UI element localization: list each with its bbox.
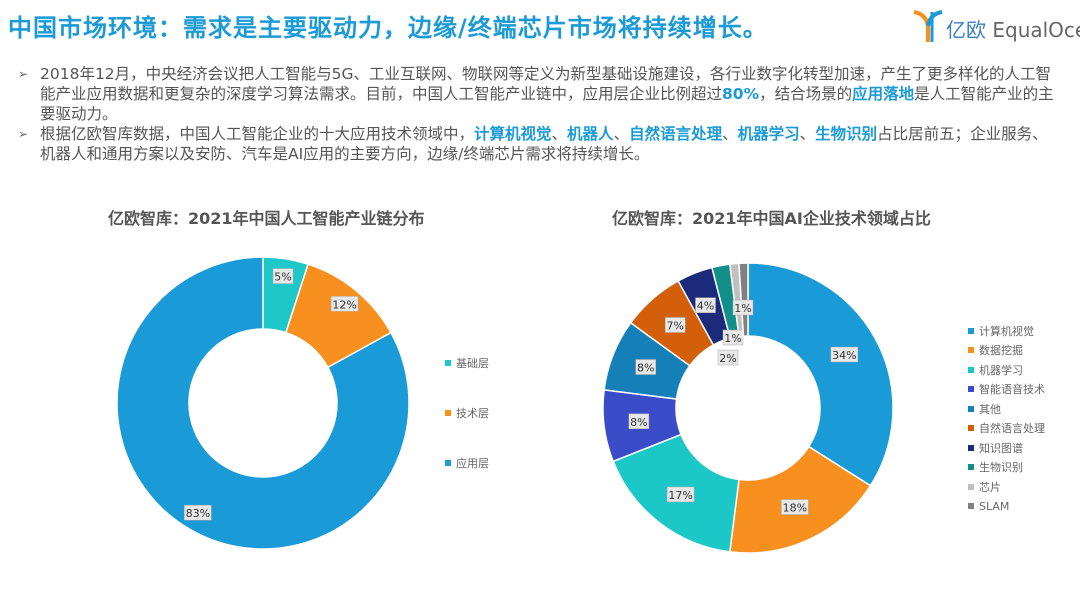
- data-label: 18%: [783, 502, 807, 515]
- bullet-text: 是人工智能产业的主要驱动力。: [40, 85, 1054, 123]
- donut-slice: [747, 262, 894, 487]
- data-label: 83%: [186, 507, 210, 520]
- legend-item: 智能语音技术: [968, 380, 1045, 400]
- data-label: 17%: [668, 489, 692, 502]
- legend-left: 基础层 技术层 应用层: [445, 338, 489, 488]
- equalocean-logo: 亿欧 EqualOcean: [912, 8, 1080, 44]
- legend-swatch: [445, 460, 451, 466]
- legend-swatch: [445, 360, 451, 366]
- legend-label: 数据挖掘: [979, 344, 1023, 358]
- legend-item: 芯片: [968, 477, 1045, 497]
- legend-item: 基础层: [445, 338, 489, 388]
- legend-swatch: [968, 405, 974, 412]
- data-label-box: [628, 413, 650, 430]
- highlight-text: 计算机视觉: [474, 125, 552, 143]
- data-label: 7%: [667, 319, 684, 332]
- legend-label: 知识图谱: [979, 441, 1023, 455]
- data-label-box: [272, 268, 294, 284]
- bullet-text: 2018年12月，中央经济会议把人工智能与5G、工业互联网、物联网等定义为新型基…: [40, 65, 1052, 103]
- legend-swatch: [968, 386, 974, 393]
- logo-mark-icon: [913, 10, 943, 42]
- chart-title-right: 亿欧智库：2021年中国AI企业技术领域占比: [612, 209, 931, 228]
- legend-label: 生物识别: [979, 461, 1023, 475]
- legend-swatch: [968, 444, 974, 451]
- data-label: 34%: [832, 349, 856, 362]
- donut-slice: [116, 256, 410, 550]
- legend-item: 应用层: [445, 438, 489, 488]
- legend-swatch: [968, 503, 974, 510]
- bullet-text: 根据亿欧智库数据，中国人工智能企业的十大应用技术领域中，: [40, 125, 475, 143]
- legend-item: 其他: [968, 399, 1045, 419]
- legend-item: 知识图谱: [968, 438, 1045, 458]
- logo-text: 亿欧 EqualOcean: [946, 18, 1080, 42]
- page-title: 中国市场环境：需求是主要驱动力，边缘/终端芯片市场将持续增长。: [8, 14, 768, 42]
- legend-swatch: [968, 366, 974, 373]
- data-label: 8%: [630, 416, 647, 429]
- data-label: 1%: [724, 332, 741, 345]
- bullet-text: ，结合场景的: [759, 85, 853, 103]
- data-label-box: [666, 486, 695, 503]
- legend-label: 基础层: [456, 357, 489, 370]
- bullet-text: 、: [799, 125, 816, 143]
- legend-label: 应用层: [456, 457, 489, 470]
- legend-label: 计算机视觉: [979, 324, 1034, 338]
- legend-swatch: [968, 327, 974, 334]
- arrow-bullet-icon: ➢: [18, 67, 29, 81]
- chart-title-left: 亿欧智库：2021年中国人工智能产业链分布: [108, 209, 425, 228]
- data-label-box: [635, 359, 656, 375]
- legend-item: SLAM: [968, 497, 1045, 517]
- arrow-bullet-icon: ➢: [18, 127, 29, 141]
- legend-item: 数据挖掘: [968, 341, 1045, 361]
- legend-label: SLAM: [979, 499, 1010, 513]
- legend-swatch: [968, 483, 974, 490]
- legend-swatch: [968, 347, 974, 354]
- data-label-box: [184, 504, 212, 521]
- data-label-box: [717, 349, 739, 366]
- bullet-text: 占比居前五；企业服务、机器人和通用方案以及安防、汽车是AI应用的主要方向，边缘/…: [40, 125, 1048, 163]
- data-label: 8%: [637, 362, 654, 375]
- highlight-text: 生物识别: [815, 125, 878, 143]
- highlight-text: 应用落地: [852, 85, 915, 103]
- data-label: 4%: [697, 300, 714, 313]
- data-label: 5%: [274, 271, 291, 284]
- legend-label: 智能语音技术: [979, 383, 1045, 397]
- data-label-box: [722, 329, 744, 346]
- legend-item: 机器学习: [968, 360, 1045, 380]
- data-label: 12%: [332, 298, 356, 311]
- data-label-box: [665, 317, 686, 333]
- bullet-item: ➢ 根据亿欧智库数据，中国人工智能企业的十大应用技术领域中，计算机视觉、机器人、自…: [18, 124, 1058, 164]
- legend-label: 机器学习: [979, 363, 1023, 377]
- data-label-box: [330, 296, 359, 312]
- highlight-text: 自然语言处理: [629, 125, 723, 143]
- data-label-box: [781, 499, 809, 515]
- highlight-text: 机器学习: [737, 125, 800, 143]
- data-label-box: [732, 299, 754, 316]
- data-label-box: [830, 346, 859, 363]
- bullet-list: ➢ 2018年12月，中央经济会议把人工智能与5G、工业互联网、物联网等定义为新型…: [18, 64, 1058, 164]
- bullet-item: ➢ 2018年12月，中央经济会议把人工智能与5G、工业互联网、物联网等定义为新型…: [18, 64, 1058, 124]
- legend-swatch: [968, 425, 974, 432]
- legend-label: 芯片: [979, 480, 1001, 494]
- bullet-text: 、: [722, 125, 738, 143]
- legend-label: 其他: [979, 402, 1001, 416]
- legend-label: 技术层: [456, 407, 489, 420]
- data-label: 2%: [719, 352, 736, 365]
- legend-right: 计算机视觉数据挖掘机器学习智能语音技术 其他自然语言处理 知识图谱生物识别芯片 SLA…: [968, 321, 1045, 516]
- highlight-text: 80%: [722, 85, 760, 103]
- donut-slice: [738, 262, 749, 337]
- bullet-text: 、: [551, 125, 568, 143]
- legend-item: 技术层: [445, 388, 489, 438]
- highlight-text: 机器人: [567, 125, 614, 143]
- bullet-text: 、: [613, 125, 630, 143]
- legend-swatch: [968, 464, 974, 471]
- data-label-box: [695, 297, 716, 313]
- legend-item: 生物识别: [968, 458, 1045, 478]
- data-label: 1%: [734, 302, 751, 315]
- legend-item: 计算机视觉: [968, 321, 1045, 341]
- legend-item: 自然语言处理: [968, 419, 1045, 439]
- legend-swatch: [445, 410, 451, 416]
- legend-label: 自然语言处理: [979, 422, 1045, 436]
